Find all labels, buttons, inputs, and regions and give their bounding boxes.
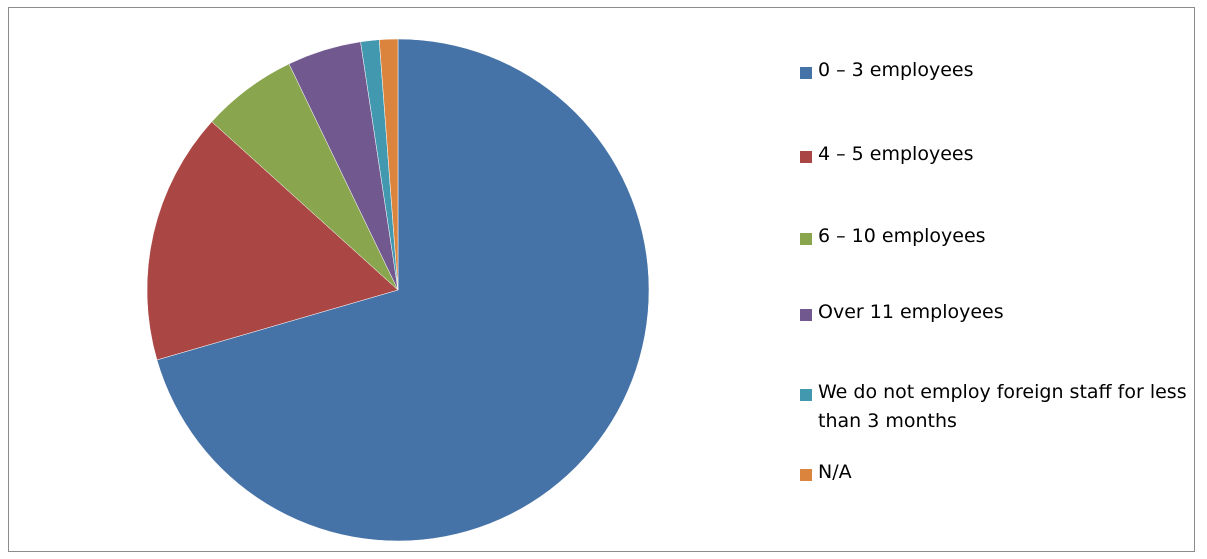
legend-item-over-11-employees: Over 11 employees [800, 301, 1188, 327]
pie-slice-0-3-employees [156, 38, 650, 542]
legend-label: 0 – 3 employees [818, 59, 974, 81]
legend-item-4-5-employees: 4 – 5 employees [800, 143, 1188, 169]
legend-label: We do not employ foreign staff for less … [818, 381, 1187, 432]
pie-slice-na [378, 38, 399, 291]
legend-label: Over 11 employees [818, 301, 1004, 323]
pie-slice-4-5-employees [146, 121, 399, 361]
legend-swatch [800, 233, 812, 245]
legend-label: N/A [818, 461, 852, 483]
legend-item-no-foreign-staff: We do not employ foreign staff for less … [800, 381, 1188, 436]
legend-item-6-10-employees: 6 – 10 employees [800, 225, 1188, 251]
legend-label: 6 – 10 employees [818, 225, 986, 247]
legend-swatch [800, 389, 812, 401]
legend-label: 4 – 5 employees [818, 143, 974, 165]
legend-swatch [800, 67, 812, 79]
legend-swatch [800, 151, 812, 163]
legend-swatch [800, 469, 812, 481]
legend-item-na: N/A [800, 461, 1188, 487]
legend-item-0-3-employees: 0 – 3 employees [800, 59, 1188, 85]
legend-swatch [800, 309, 812, 321]
